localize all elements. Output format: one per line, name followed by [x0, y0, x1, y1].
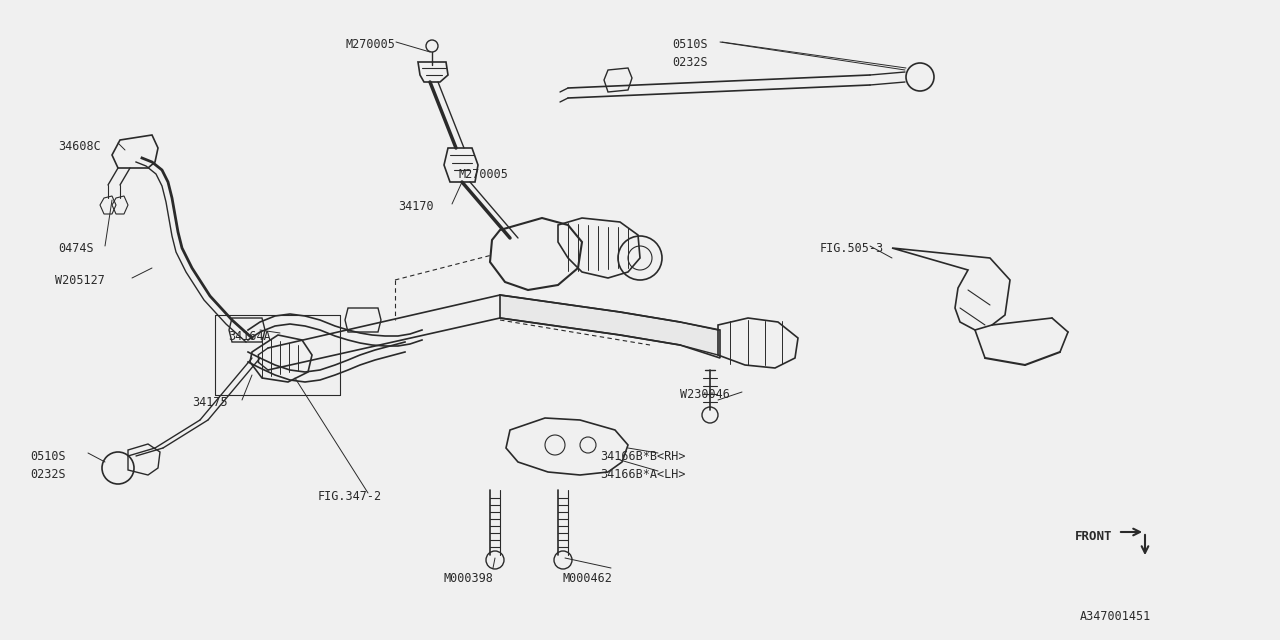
Text: 34608C: 34608C	[58, 140, 101, 153]
Text: 34166B*A<LH>: 34166B*A<LH>	[600, 468, 686, 481]
Text: 34175: 34175	[192, 396, 228, 409]
Text: 0510S: 0510S	[29, 450, 65, 463]
Text: 0232S: 0232S	[672, 56, 708, 69]
Text: FIG.347-2: FIG.347-2	[317, 490, 383, 503]
Text: W230046: W230046	[680, 388, 730, 401]
Text: 0510S: 0510S	[672, 38, 708, 51]
Text: 34170: 34170	[398, 200, 434, 213]
Text: W205127: W205127	[55, 274, 105, 287]
Text: M270005: M270005	[458, 168, 508, 181]
Polygon shape	[500, 295, 721, 358]
Text: FRONT: FRONT	[1075, 530, 1112, 543]
Text: M000398: M000398	[443, 572, 493, 585]
Text: 34164A: 34164A	[228, 330, 271, 343]
Text: 0474S: 0474S	[58, 242, 93, 255]
Text: 0232S: 0232S	[29, 468, 65, 481]
Text: A347001451: A347001451	[1080, 610, 1151, 623]
Text: M000462: M000462	[562, 572, 612, 585]
Text: 34166B*B<RH>: 34166B*B<RH>	[600, 450, 686, 463]
Text: M270005: M270005	[346, 38, 394, 51]
Text: FIG.505-3: FIG.505-3	[820, 242, 884, 255]
